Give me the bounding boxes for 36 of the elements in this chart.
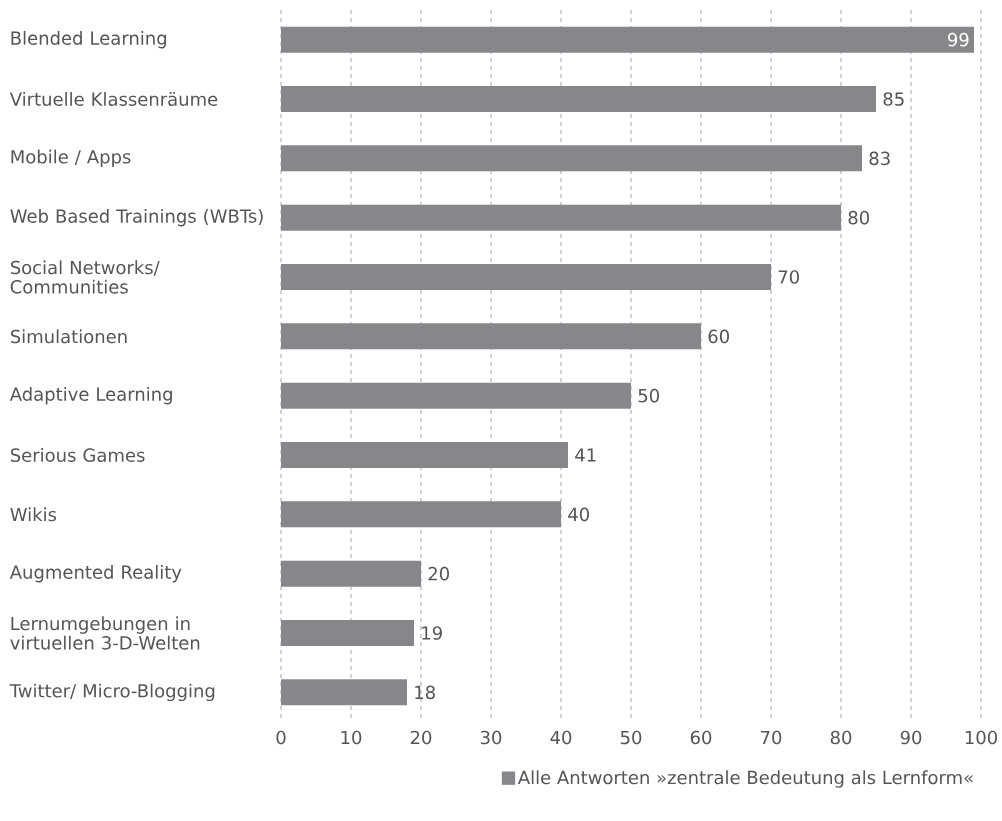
x-tick-label: 0 xyxy=(276,730,286,745)
x-tick-label: 30 xyxy=(480,730,502,745)
x-tick-label: 60 xyxy=(690,730,712,745)
y-tick-label: Simulationen xyxy=(10,329,127,344)
x-tick-label: 100 xyxy=(965,730,997,745)
x-tick-label: 40 xyxy=(550,730,572,745)
data-label: 40 xyxy=(568,507,589,522)
y-tick-label: Blended Learning xyxy=(11,30,167,49)
y-tick-label: Serious Games xyxy=(10,448,145,462)
x-tick-label: 50 xyxy=(620,730,642,745)
y-tick-label: Mobile / Apps xyxy=(11,149,131,168)
y-tick-label: Wikis xyxy=(10,507,57,522)
y-tick-label: Augmented Reality xyxy=(9,564,182,583)
data-label: 41 xyxy=(575,448,596,462)
y-tick-label: Adaptive Learning xyxy=(9,386,172,405)
data-label: 19 xyxy=(422,626,442,640)
y-tick-label: Lernumgebungen in virtuellen 3-D-Welten xyxy=(10,616,200,650)
y-tick-label: Social Networks/ Communities xyxy=(10,260,160,294)
x-tick-label: 10 xyxy=(341,730,362,745)
data-label: 18 xyxy=(415,685,435,700)
y-tick-label: Web Based Trainings (WBTs) xyxy=(10,208,263,227)
x-tick-label: 70 xyxy=(761,730,782,745)
data-label: 50 xyxy=(638,388,659,403)
data-label: 80 xyxy=(848,210,869,225)
x-tick-label: 80 xyxy=(830,730,852,745)
x-tick-label: 90 xyxy=(900,730,922,745)
data-label: 70 xyxy=(778,270,799,284)
data-label: 20 xyxy=(428,566,449,581)
data-label: 60 xyxy=(708,329,729,344)
legend-label: Alle Antworten »zentrale Bedeutung als Lernform« xyxy=(517,770,973,788)
x-tick-label: 20 xyxy=(410,730,432,745)
data-label: 85 xyxy=(883,92,904,106)
data-label: 99 xyxy=(947,32,969,47)
y-tick-label: Virtuelle Klassenräume xyxy=(9,92,218,106)
data-label: 83 xyxy=(869,151,890,166)
y-tick-label: Twitter/ Micro-Blogging xyxy=(9,683,215,702)
